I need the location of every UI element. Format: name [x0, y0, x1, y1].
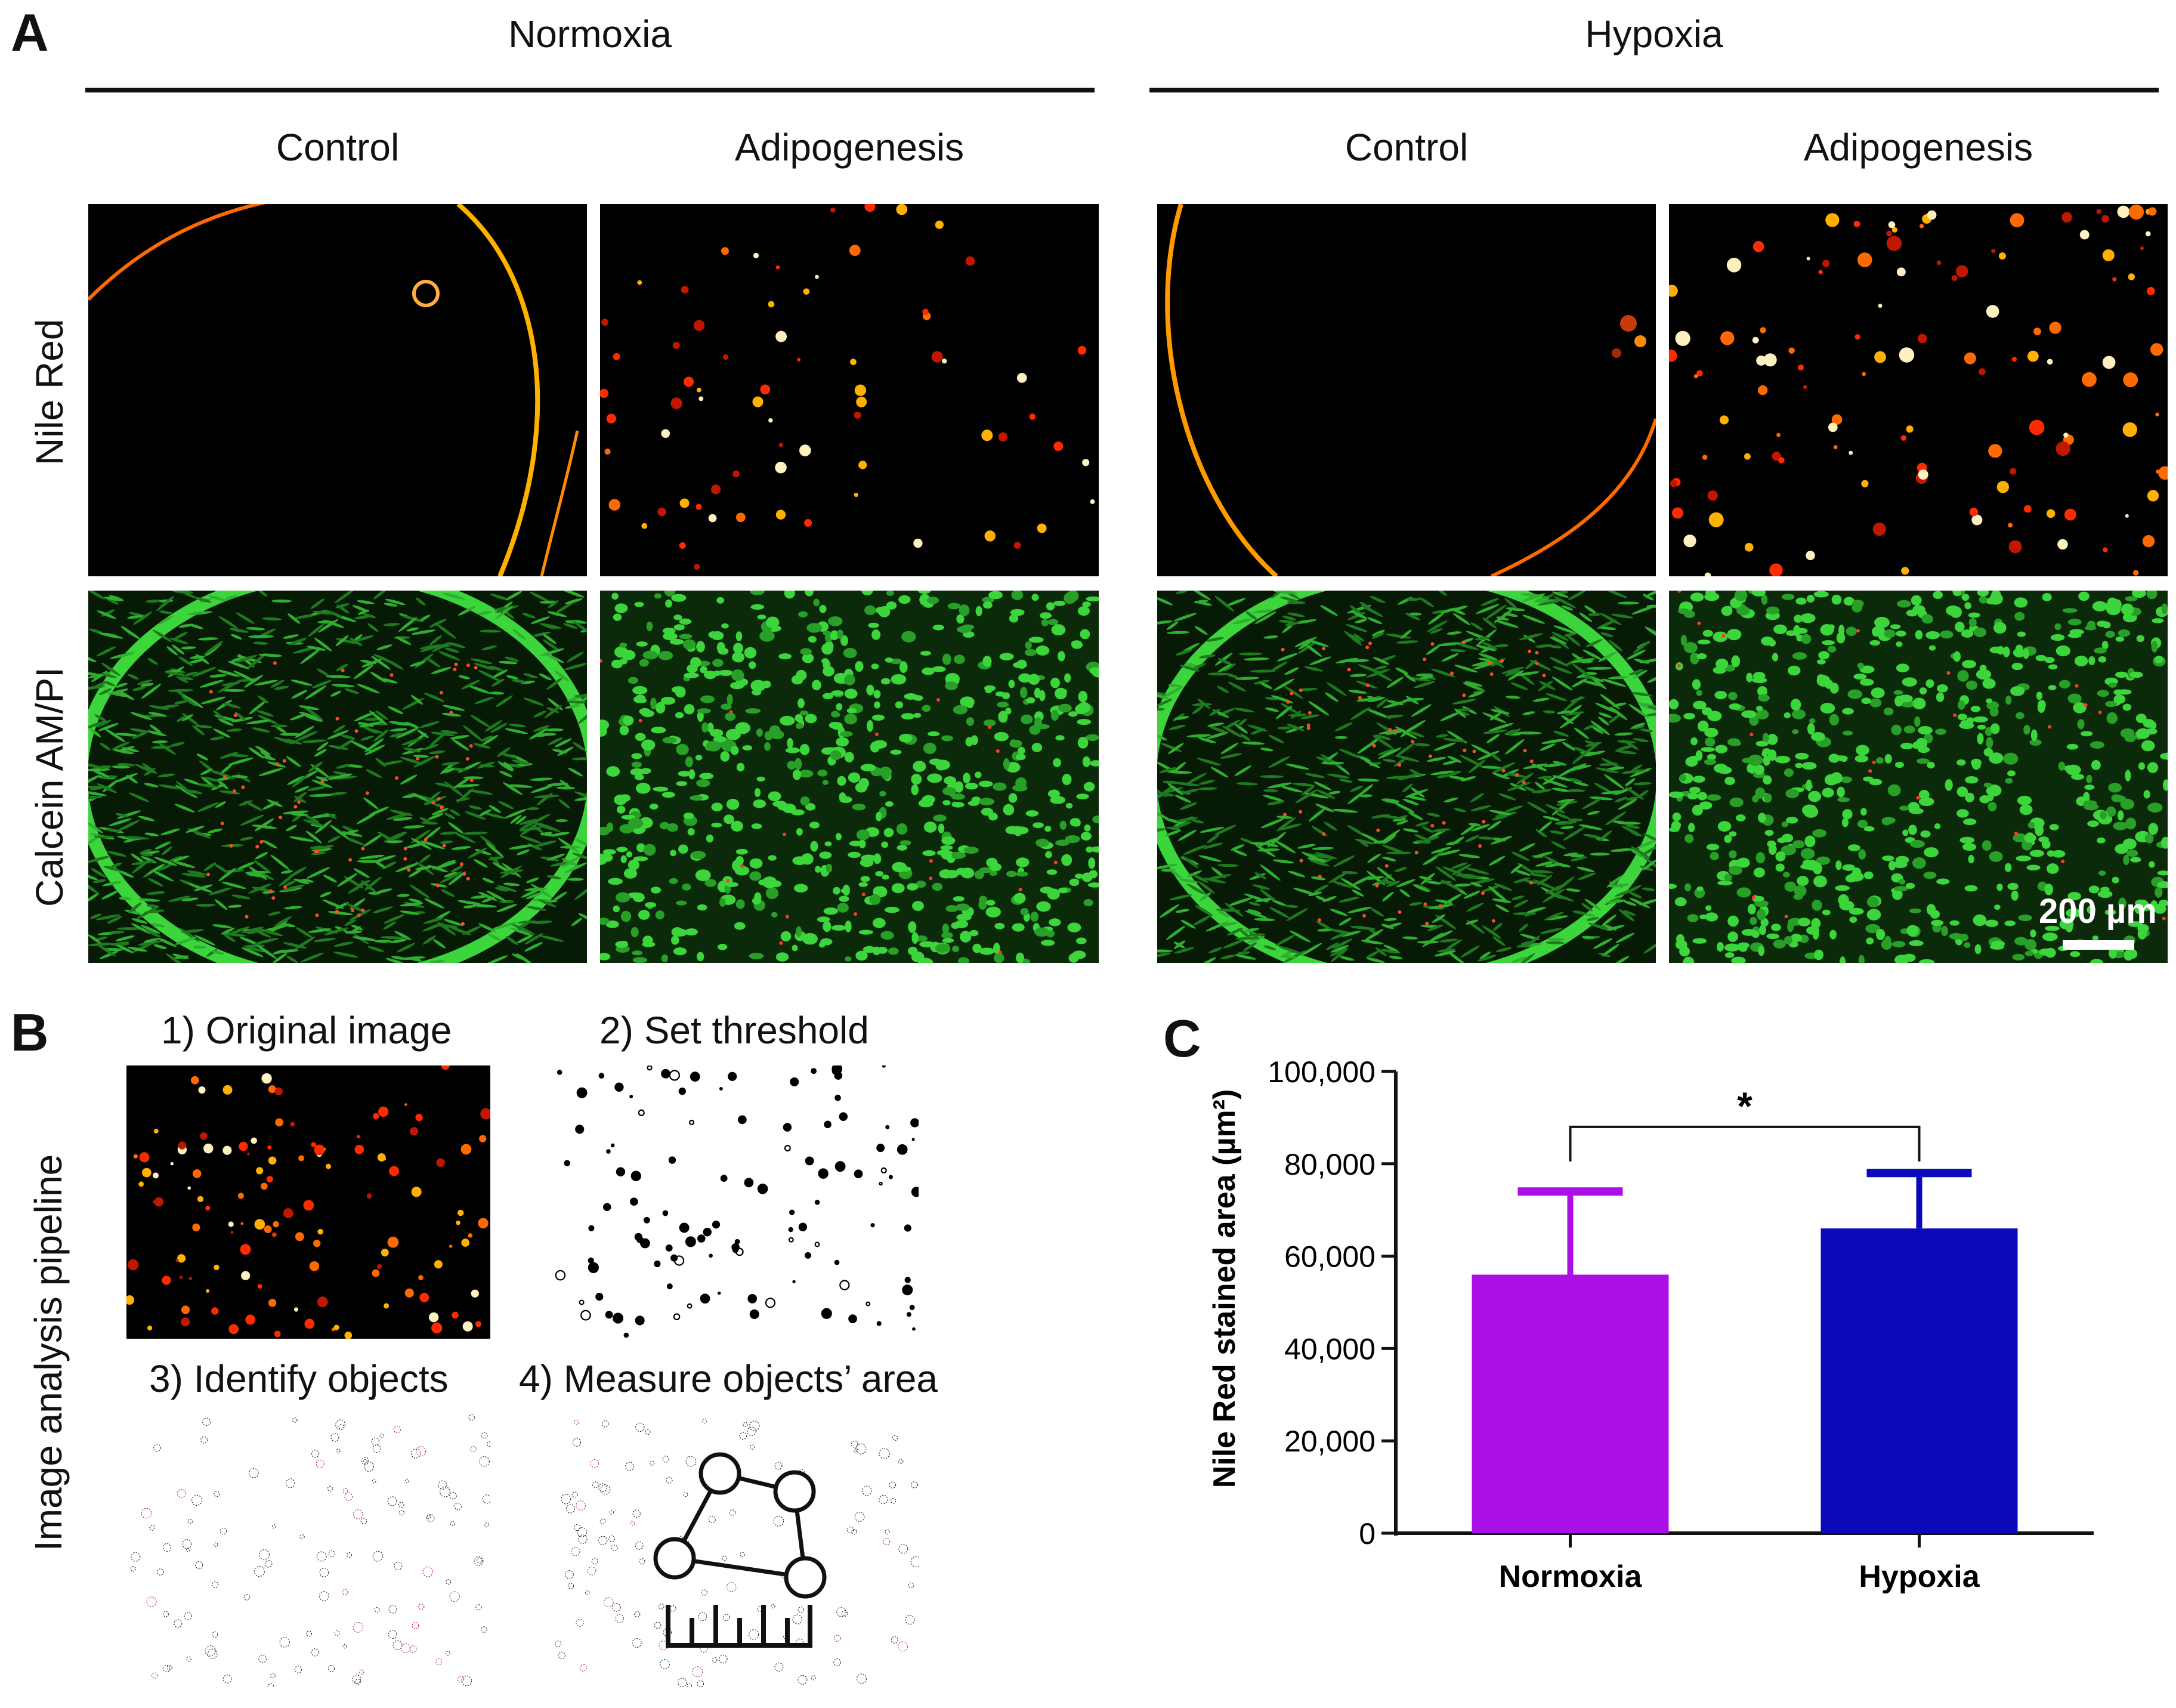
- panel-a-letter: A: [11, 3, 49, 62]
- step-1-title: 1) Original image: [161, 1009, 452, 1052]
- bar-normoxia: [1472, 1274, 1669, 1533]
- step-2-title: 2) Set threshold: [599, 1009, 869, 1052]
- group-divider-normoxia: [85, 88, 1095, 92]
- step-2-threshold-image: [555, 1065, 919, 1339]
- nile-red-hypoxia-adipogenesis-image: [1669, 204, 2168, 576]
- step-3-objects-image: [126, 1414, 490, 1687]
- column-label-control-normoxia: Control: [276, 126, 400, 169]
- step-3-title: 3) Identify objects: [149, 1357, 449, 1400]
- y-axis-title: Nile Red stained area (µm²): [1207, 1089, 1242, 1488]
- nile-red-normoxia-control-image: [88, 204, 587, 576]
- scale-bar-label: 200 µm: [2039, 892, 2157, 931]
- column-label-adipogenesis-normoxia: Adipogenesis: [734, 126, 965, 169]
- y-tick-label: 0: [1359, 1517, 1376, 1551]
- panel-c-letter: C: [1163, 1009, 1201, 1068]
- bar-hypoxia: [1820, 1228, 2018, 1533]
- x-tick-label: Hypoxia: [1859, 1559, 1980, 1594]
- calcein-hypoxia-control-image: [1157, 591, 1656, 963]
- y-tick-label: 100,000: [1268, 1055, 1376, 1089]
- calcein-normoxia-adipogenesis-image: [600, 591, 1099, 963]
- calcein-normoxia-control-image: [88, 591, 587, 963]
- nile-red-normoxia-adipogenesis-image: [600, 204, 1099, 576]
- step-4-title: 4) Measure objects’ area: [519, 1357, 938, 1400]
- group-label-hypoxia: Hypoxia: [1585, 13, 1723, 55]
- row-label-nile-red: Nile Red: [28, 319, 71, 465]
- nile-red-area-bar-chart: Nile Red stained area (µm²) 0 20,000 40,00…: [1207, 1055, 2094, 1594]
- nile-red-hypoxia-control-image: [1157, 204, 1656, 576]
- column-label-adipogenesis-hypoxia: Adipogenesis: [1803, 126, 2033, 169]
- group-label-normoxia: Normoxia: [508, 13, 672, 55]
- panel-b-letter: B: [11, 1003, 49, 1062]
- x-tick-label: Normoxia: [1499, 1559, 1643, 1594]
- scale-bar: [2063, 940, 2134, 950]
- pipeline-side-label: Image analysis pipeline: [27, 1154, 70, 1551]
- row-label-calcein: Calcein AM/PI: [28, 667, 71, 907]
- calcein-hypoxia-adipogenesis-image: [1669, 591, 2168, 963]
- y-tick-label: 40,000: [1284, 1332, 1376, 1366]
- group-divider-hypoxia: [1149, 88, 2159, 92]
- y-tick-label: 60,000: [1284, 1240, 1376, 1274]
- significance-marker: *: [1737, 1084, 1752, 1128]
- y-tick-label: 20,000: [1284, 1425, 1376, 1458]
- y-tick-label: 80,000: [1284, 1148, 1376, 1181]
- step-1-original-image: [126, 1065, 490, 1339]
- step-4-measure-image: [555, 1414, 919, 1687]
- column-label-control-hypoxia: Control: [1344, 126, 1469, 169]
- significance-bracket: [1569, 1125, 1921, 1162]
- measure-icon: [653, 1452, 827, 1648]
